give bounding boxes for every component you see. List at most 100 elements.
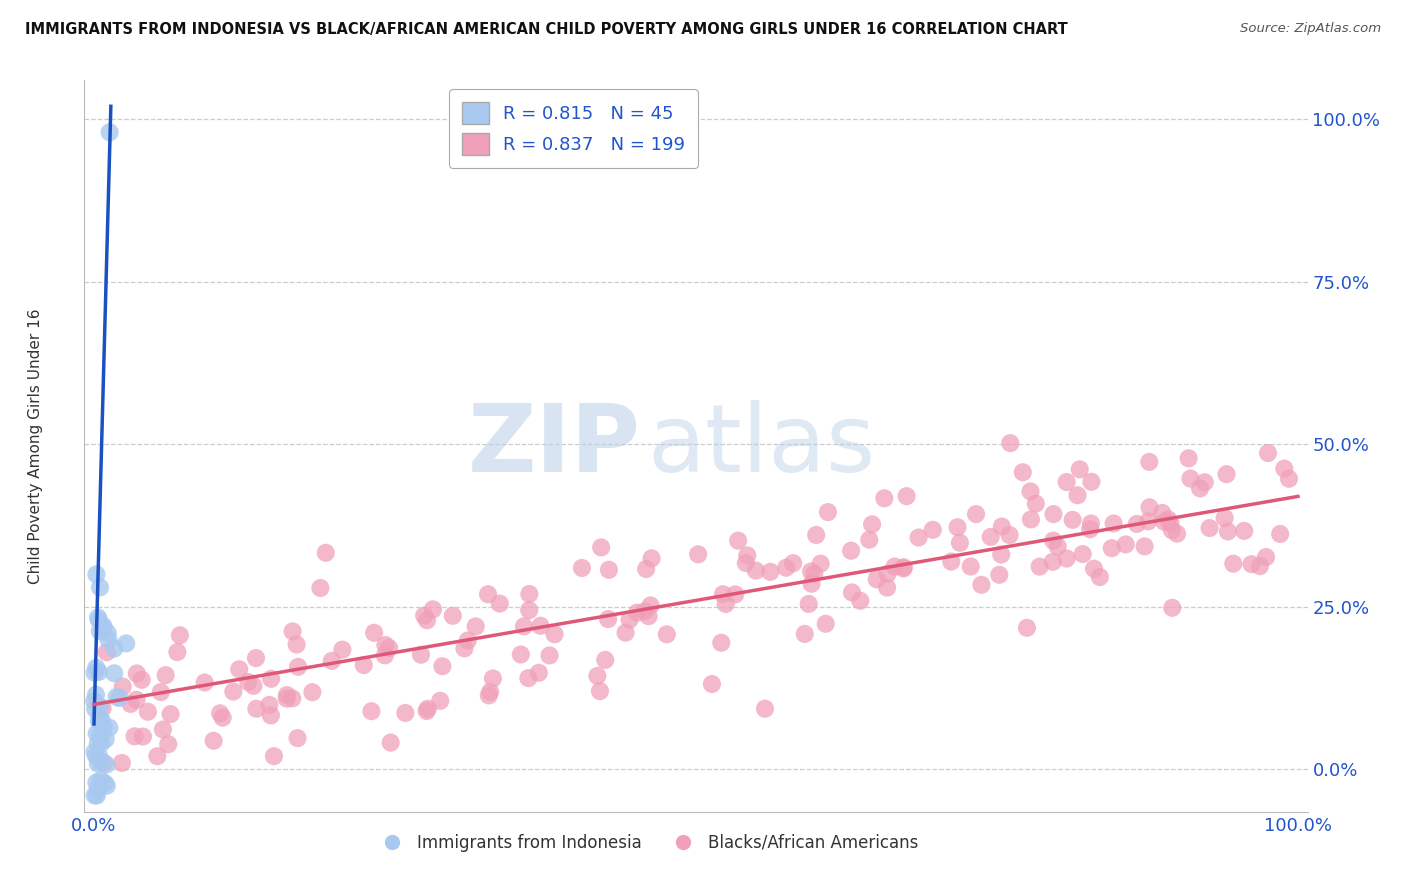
Point bbox=[209, 706, 232, 721]
Point bbox=[94, 776, 117, 790]
Point bbox=[276, 691, 298, 706]
Text: ZIP: ZIP bbox=[468, 400, 641, 492]
Point bbox=[124, 729, 146, 743]
Point bbox=[814, 616, 837, 631]
Point bbox=[89, 729, 111, 743]
Point bbox=[1166, 526, 1188, 541]
Point bbox=[598, 612, 620, 626]
Point bbox=[775, 560, 797, 574]
Point bbox=[517, 603, 540, 617]
Point bbox=[301, 685, 323, 699]
Point bbox=[688, 547, 710, 561]
Point bbox=[991, 519, 1014, 533]
Point bbox=[374, 648, 396, 663]
Point bbox=[1133, 540, 1156, 554]
Point bbox=[1153, 515, 1175, 529]
Point bbox=[464, 619, 486, 633]
Point bbox=[1019, 484, 1042, 499]
Point bbox=[941, 555, 963, 569]
Point bbox=[737, 549, 759, 563]
Point bbox=[374, 638, 396, 652]
Point bbox=[800, 565, 823, 579]
Point bbox=[637, 609, 659, 624]
Point bbox=[86, 567, 108, 582]
Point bbox=[571, 561, 593, 575]
Point bbox=[1025, 497, 1047, 511]
Point bbox=[1161, 523, 1184, 537]
Point bbox=[839, 543, 862, 558]
Point bbox=[91, 701, 114, 715]
Point bbox=[700, 677, 723, 691]
Point bbox=[1240, 557, 1263, 571]
Point bbox=[96, 779, 118, 793]
Point bbox=[754, 702, 776, 716]
Point bbox=[238, 675, 260, 690]
Point bbox=[131, 673, 153, 687]
Point bbox=[866, 572, 889, 586]
Point bbox=[90, 773, 112, 788]
Point bbox=[378, 640, 401, 655]
Point bbox=[1056, 551, 1078, 566]
Point bbox=[1278, 472, 1301, 486]
Point bbox=[245, 702, 267, 716]
Point bbox=[90, 713, 112, 727]
Point bbox=[93, 619, 115, 633]
Point bbox=[478, 689, 501, 703]
Point bbox=[598, 563, 620, 577]
Point bbox=[482, 672, 505, 686]
Point bbox=[1000, 436, 1022, 450]
Point bbox=[1071, 547, 1094, 561]
Point bbox=[519, 587, 541, 601]
Point bbox=[1056, 475, 1078, 489]
Point bbox=[1180, 472, 1202, 486]
Point bbox=[146, 749, 169, 764]
Point bbox=[353, 658, 375, 673]
Point bbox=[1062, 513, 1084, 527]
Text: IMMIGRANTS FROM INDONESIA VS BLACK/AFRICAN AMERICAN CHILD POVERTY AMONG GIRLS UN: IMMIGRANTS FROM INDONESIA VS BLACK/AFRIC… bbox=[25, 22, 1069, 37]
Point bbox=[457, 633, 479, 648]
Point bbox=[87, 737, 110, 751]
Point bbox=[93, 721, 115, 735]
Point bbox=[89, 624, 111, 639]
Point bbox=[873, 491, 896, 506]
Point bbox=[94, 732, 117, 747]
Point bbox=[87, 714, 110, 728]
Point bbox=[84, 702, 107, 716]
Point bbox=[86, 789, 108, 803]
Point bbox=[1126, 516, 1149, 531]
Point bbox=[1015, 621, 1038, 635]
Point bbox=[921, 523, 943, 537]
Point bbox=[263, 749, 285, 764]
Point bbox=[83, 745, 105, 759]
Point bbox=[86, 775, 108, 789]
Point bbox=[89, 699, 111, 714]
Point bbox=[1137, 455, 1160, 469]
Point bbox=[860, 517, 883, 532]
Point bbox=[1080, 516, 1102, 531]
Point bbox=[394, 706, 416, 720]
Point bbox=[591, 541, 613, 555]
Point bbox=[1177, 451, 1199, 466]
Point bbox=[513, 619, 536, 633]
Point bbox=[1216, 524, 1239, 539]
Point bbox=[586, 669, 609, 683]
Point bbox=[409, 648, 432, 662]
Point bbox=[980, 530, 1002, 544]
Point bbox=[83, 665, 105, 680]
Point bbox=[711, 587, 734, 601]
Point bbox=[259, 698, 281, 712]
Point bbox=[1102, 516, 1125, 531]
Point bbox=[441, 608, 464, 623]
Point bbox=[1046, 540, 1069, 554]
Point bbox=[136, 705, 159, 719]
Point bbox=[640, 599, 662, 613]
Point bbox=[152, 723, 174, 737]
Point bbox=[1152, 506, 1174, 520]
Point bbox=[1272, 461, 1295, 475]
Point bbox=[245, 651, 267, 665]
Point bbox=[959, 559, 981, 574]
Point bbox=[1254, 550, 1277, 565]
Point bbox=[103, 666, 125, 681]
Point bbox=[287, 660, 309, 674]
Point bbox=[91, 621, 114, 635]
